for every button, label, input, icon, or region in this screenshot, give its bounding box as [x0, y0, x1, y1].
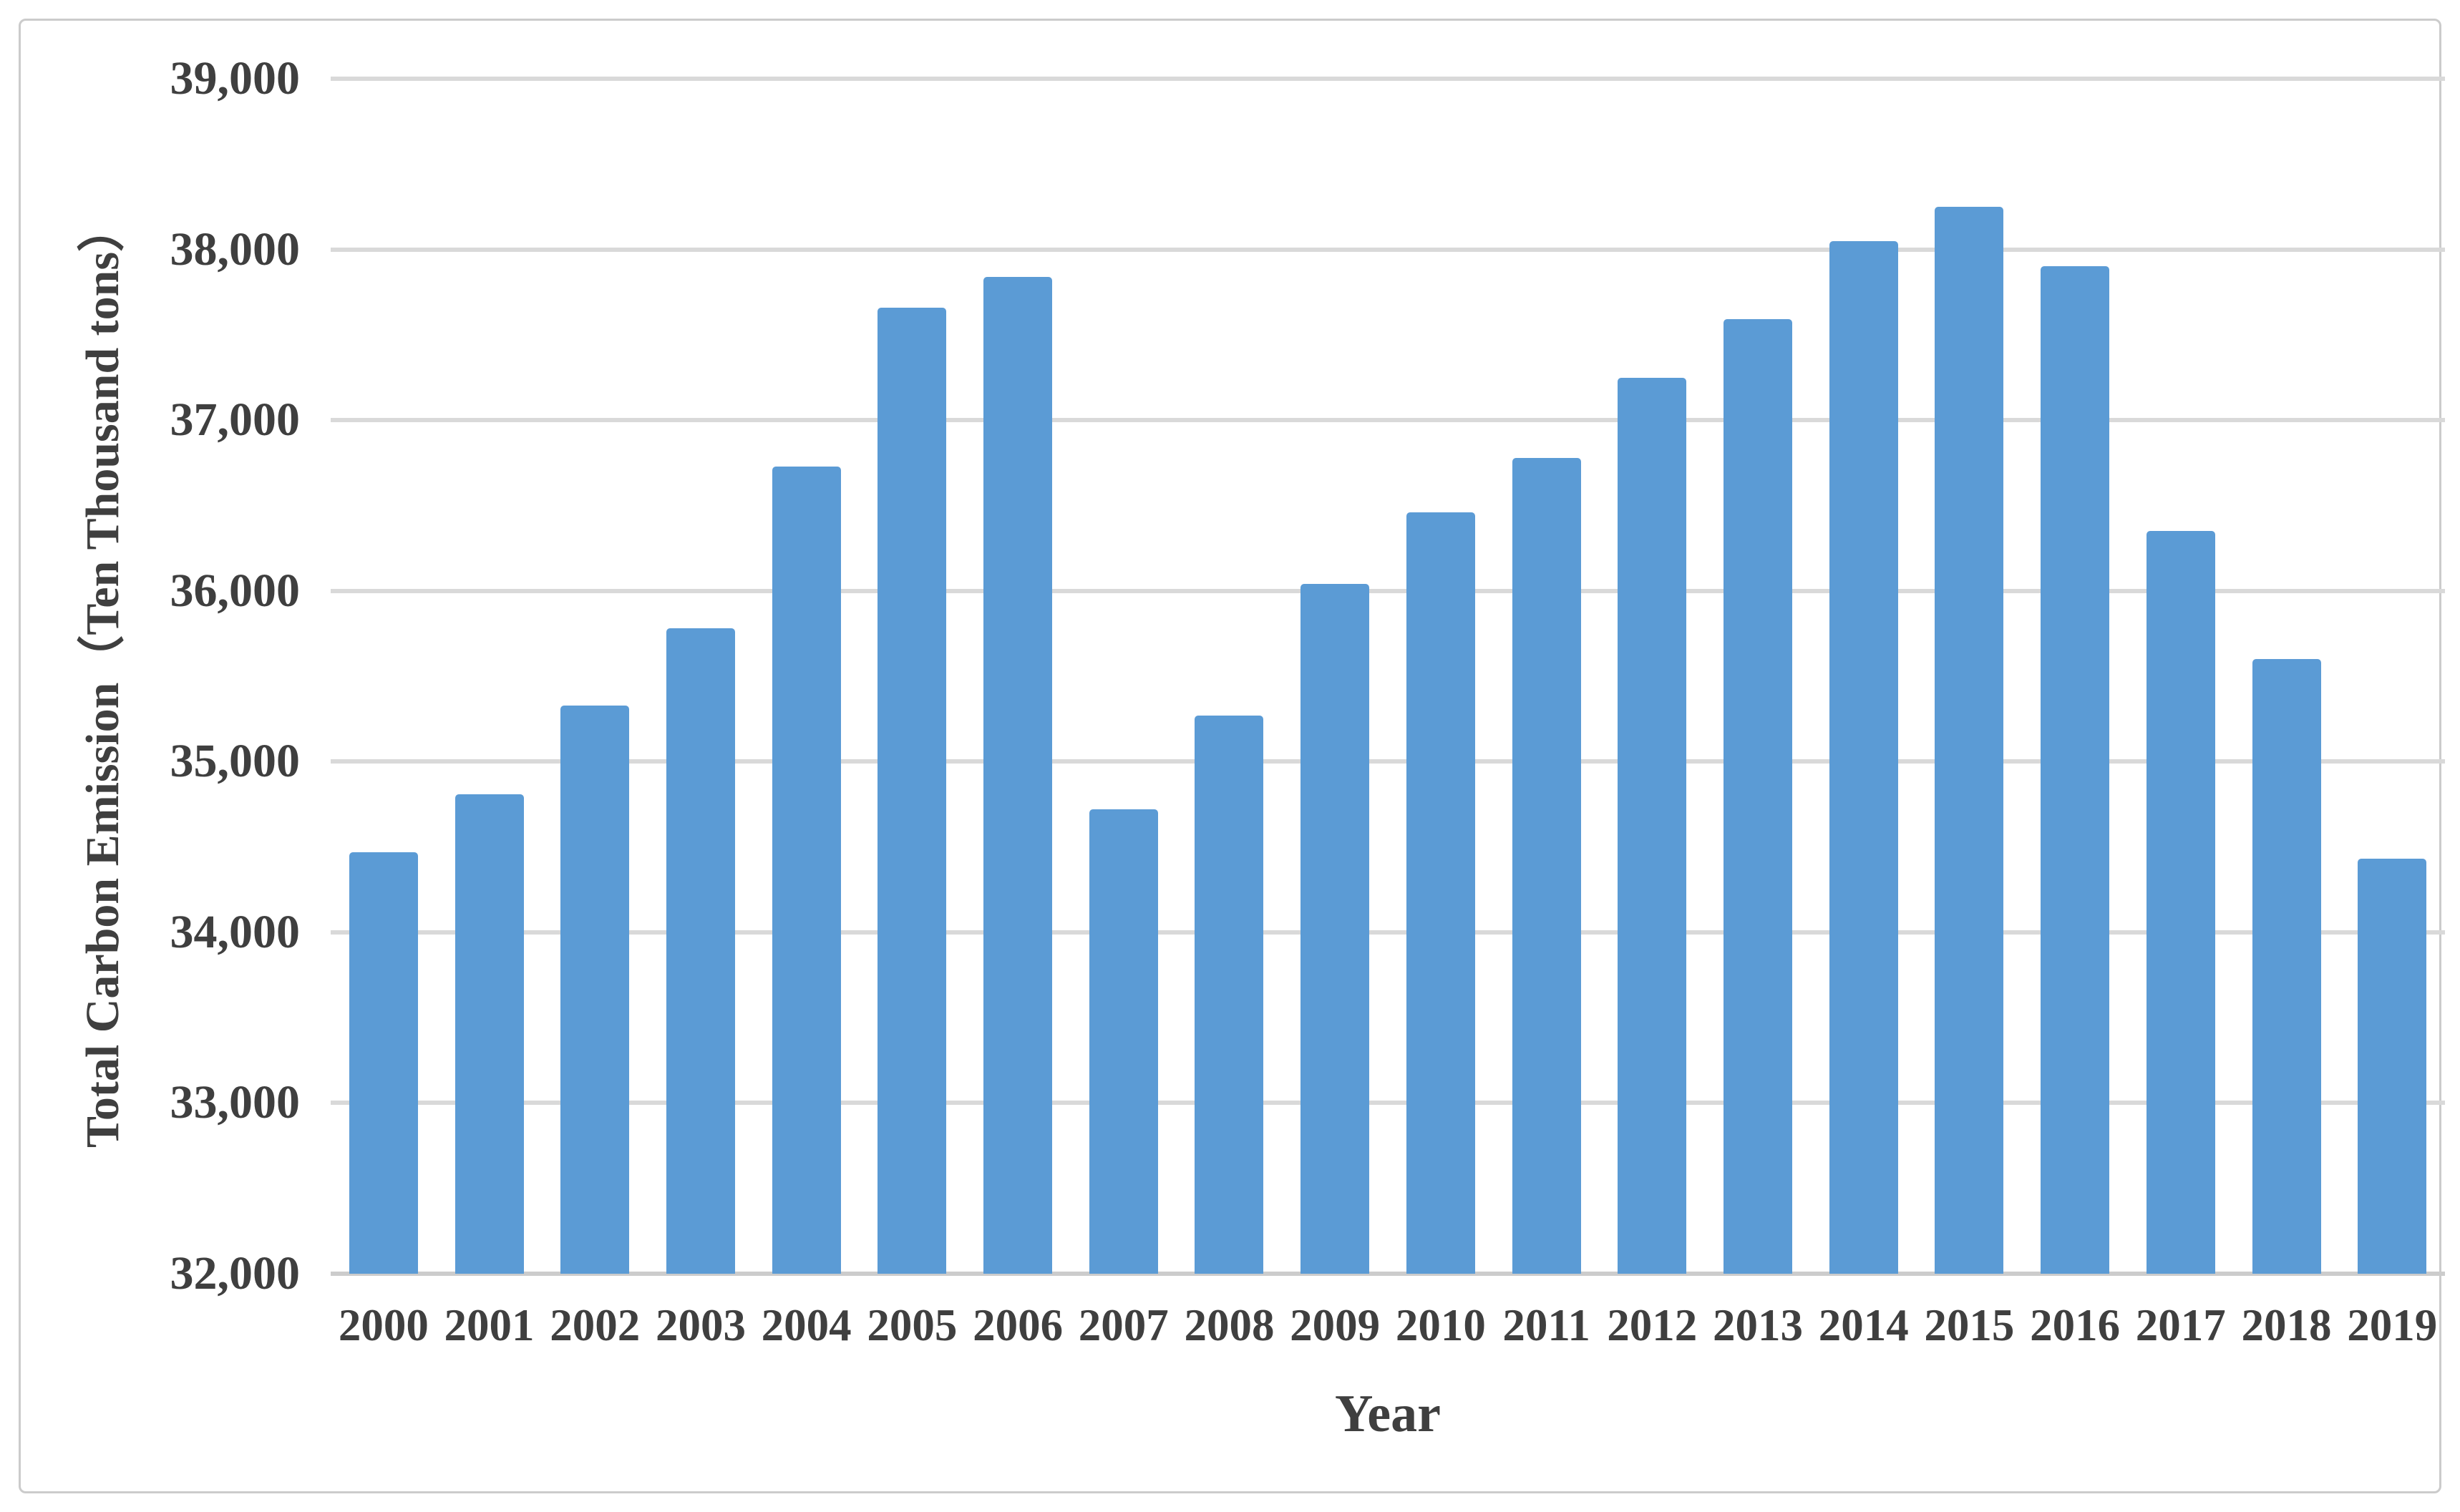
bar-slot-2000	[331, 79, 437, 1274]
x-tick-label-2016: 2016	[2030, 1300, 2121, 1350]
bar-slot-2018	[2234, 79, 2340, 1274]
gridline	[331, 759, 2445, 764]
y-axis-tick-labels: 39,000 38,000 37,000 36,000 35,000 34,000 33,0…	[21, 52, 306, 1299]
bar-slot-2007	[1071, 79, 1177, 1274]
x-tick-label-2006: 2006	[973, 1300, 1064, 1350]
bar-slot-2010	[1388, 79, 1494, 1274]
bar-2012	[1618, 377, 1687, 1274]
bar-2004	[772, 466, 841, 1274]
y-tick-label: 32,000	[170, 1247, 301, 1299]
bar-slot-2001	[437, 79, 543, 1274]
bar-2010	[1406, 512, 1475, 1274]
bar-2006	[983, 276, 1053, 1274]
x-tick-label-2014: 2014	[1818, 1300, 1909, 1350]
x-tick-label-2005: 2005	[867, 1300, 958, 1350]
bar-2015	[1935, 206, 2004, 1274]
bar-slot-2003	[648, 79, 754, 1274]
bar-2011	[1512, 457, 1581, 1274]
bar-slot-2004	[754, 79, 860, 1274]
x-tick-label-2011: 2011	[1502, 1300, 1590, 1350]
bar-2000	[349, 852, 418, 1274]
gridline	[331, 418, 2445, 423]
bar-slot-2005	[860, 79, 966, 1274]
bar-2016	[2041, 266, 2110, 1274]
bar-2019	[2358, 859, 2427, 1274]
bar-slot-2009	[1282, 79, 1388, 1274]
bar-2018	[2252, 659, 2321, 1274]
x-tick-label-2008: 2008	[1184, 1300, 1275, 1350]
gridline	[331, 588, 2445, 593]
bar-slot-2012	[1599, 79, 1705, 1274]
x-tick-label-2012: 2012	[1607, 1300, 1698, 1350]
bar-slot-2015	[1917, 79, 2023, 1274]
x-tick-label-2000: 2000	[338, 1300, 429, 1350]
y-tick-label: 34,000	[170, 905, 301, 958]
gridline	[331, 930, 2445, 935]
bar-2013	[1723, 319, 1792, 1274]
bar-2005	[877, 307, 947, 1274]
bar-slot-2014	[1811, 79, 1917, 1274]
x-tick-label-2015: 2015	[1924, 1300, 2015, 1350]
y-tick-label: 35,000	[170, 735, 301, 788]
bar-2002	[560, 705, 630, 1274]
x-tick-label-2002: 2002	[550, 1300, 641, 1350]
y-tick-label: 38,000	[170, 223, 301, 275]
y-tick-label: 36,000	[170, 564, 301, 617]
bar-slot-2006	[965, 79, 1071, 1274]
bar-slot-2011	[1494, 79, 1600, 1274]
plot-area	[331, 77, 2445, 1276]
bar-2014	[1829, 240, 1898, 1274]
bar-slot-2016	[2022, 79, 2128, 1274]
x-tick-label-2017: 2017	[2135, 1300, 2226, 1350]
bar-2017	[2146, 531, 2215, 1274]
x-tick-label-2013: 2013	[1712, 1300, 1803, 1350]
bar-slot-2008	[1177, 79, 1283, 1274]
y-tick-label: 33,000	[170, 1076, 301, 1129]
gridline	[331, 1101, 2445, 1106]
chart-figure: Total Carbon Emission（Ten Thousand tons）…	[19, 19, 2445, 1493]
x-axis-line	[331, 1272, 2445, 1276]
x-tick-label-2010: 2010	[1395, 1300, 1486, 1350]
x-tick-label-2003: 2003	[655, 1300, 746, 1350]
x-tick-label-2018: 2018	[2241, 1300, 2332, 1350]
bar-slot-2019	[2339, 79, 2445, 1274]
bar-2009	[1301, 584, 1370, 1274]
bar-slot-2002	[542, 79, 648, 1274]
x-tick-label-2019: 2019	[2347, 1300, 2438, 1350]
x-tick-label-2007: 2007	[1078, 1300, 1169, 1350]
bar-2001	[454, 794, 524, 1274]
bar-slot-2017	[2128, 79, 2234, 1274]
y-tick-label: 39,000	[170, 52, 301, 104]
x-tick-label-2001: 2001	[444, 1300, 535, 1350]
x-axis-tick-labels: 2000 2001 2002 2003 2004 2005 2006 2007 2008 2009…	[331, 1293, 2445, 1357]
bar-2008	[1195, 715, 1264, 1274]
gridline	[331, 77, 2445, 81]
x-tick-label-2009: 2009	[1290, 1300, 1381, 1350]
bar-2003	[666, 628, 735, 1274]
bar-2007	[1089, 809, 1158, 1274]
gridline	[331, 247, 2445, 252]
bar-slot-2013	[1705, 79, 1811, 1274]
bar-series	[331, 79, 2445, 1274]
x-tick-label-2004: 2004	[761, 1300, 852, 1350]
x-axis-title: Year	[1335, 1385, 1441, 1443]
y-tick-label: 37,000	[170, 394, 301, 447]
